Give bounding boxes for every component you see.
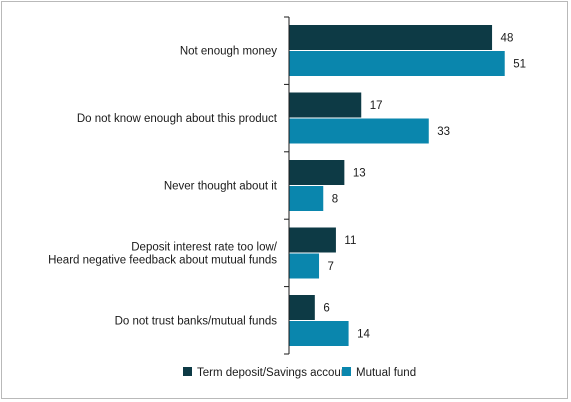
data-label: 48 — [501, 33, 514, 45]
category-label-line: Do not know enough about this product — [77, 113, 278, 125]
legend: Term deposit/Savings account Mutual fund — [183, 367, 416, 379]
bar-mutual-fund — [289, 253, 320, 279]
bar-term-deposit — [289, 25, 493, 50]
data-label: 7 — [328, 261, 334, 273]
data-label: 17 — [370, 100, 383, 112]
bar-mutual-fund — [289, 321, 349, 346]
bar-mutual-fund — [289, 51, 505, 76]
category-label-line: Do not trust banks/mutual funds — [115, 316, 278, 328]
legend-swatch — [183, 367, 192, 376]
data-label: 6 — [323, 303, 329, 315]
data-label: 51 — [513, 59, 526, 71]
data-label: 13 — [353, 168, 366, 180]
bar-mutual-fund — [289, 118, 429, 144]
bar-term-deposit — [289, 227, 336, 253]
bar-term-deposit — [289, 160, 345, 185]
legend-label: Mutual fund — [356, 367, 416, 379]
y-axis-ticks — [284, 16, 289, 355]
data-label: 33 — [437, 126, 450, 138]
legend-label: Term deposit/Savings account — [197, 367, 351, 379]
labels-layer: Not enough money 48 51 Do not know enough a… — [48, 33, 526, 341]
category-label: Not enough money — [180, 46, 277, 58]
data-label: 8 — [332, 194, 338, 206]
bar-term-deposit — [289, 92, 362, 118]
bar-mutual-fund — [289, 186, 324, 211]
data-label: 14 — [357, 329, 370, 341]
data-label: 11 — [344, 235, 356, 247]
category-label: Do not trust banks/mutual funds — [115, 316, 278, 328]
legend-swatch — [342, 367, 351, 376]
category-label-line: Never thought about it — [164, 181, 278, 193]
category-label-line: Deposit interest rate too low/ — [131, 242, 278, 254]
bars-layer — [289, 25, 505, 346]
bar-term-deposit — [289, 295, 315, 320]
category-label-line: Not enough money — [180, 46, 277, 58]
category-label: Do not know enough about this product — [77, 113, 278, 125]
category-label: Never thought about it — [164, 181, 278, 193]
category-label-line: Heard negative feedback about mutual fun… — [48, 255, 277, 267]
category-label: Deposit interest rate too low/Heard nega… — [48, 242, 278, 267]
